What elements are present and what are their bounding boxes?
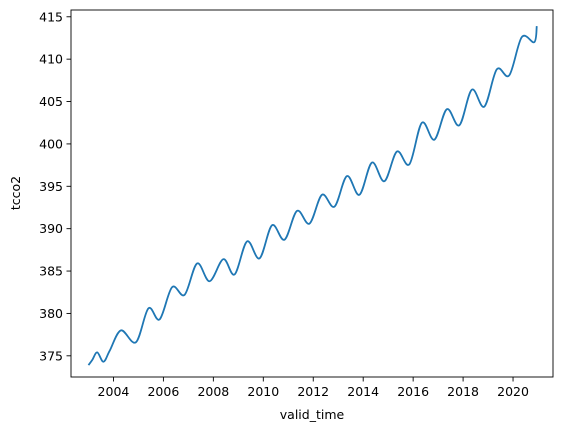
x-axis: 2004 2006 2008 2010 2012 2014 2016 2018 2020 xyxy=(98,377,529,399)
series-line xyxy=(87,25,538,366)
y-tick-label: 390 xyxy=(39,221,63,236)
y-tick-label: 385 xyxy=(39,264,63,279)
plot-frame xyxy=(70,9,554,378)
y-tick-label: 400 xyxy=(39,136,63,151)
y-tick-label: 380 xyxy=(39,306,63,321)
y-tick-label: 405 xyxy=(39,94,63,109)
x-tick-label: 2016 xyxy=(397,384,429,399)
y-axis: 375 380 385 390 395 400 405 410 415 xyxy=(39,9,71,363)
plot-background xyxy=(71,10,553,377)
x-tick-label: 2004 xyxy=(98,384,130,399)
x-tick-label: 2020 xyxy=(497,384,529,399)
x-tick-label: 2006 xyxy=(147,384,179,399)
y-tick-label: 395 xyxy=(39,179,63,194)
series-layer xyxy=(87,25,538,366)
y-axis-label: tcco2 xyxy=(8,176,23,210)
y-tick-label: 410 xyxy=(39,52,63,67)
y-tick-label: 415 xyxy=(39,9,63,24)
x-axis-label: valid_time xyxy=(280,407,345,422)
x-tick-label: 2008 xyxy=(197,384,229,399)
x-tick-label: 2018 xyxy=(447,384,479,399)
y-tick-label: 375 xyxy=(39,348,63,363)
x-tick-label: 2010 xyxy=(247,384,279,399)
x-tick-label: 2014 xyxy=(347,384,379,399)
x-tick-label: 2012 xyxy=(297,384,329,399)
